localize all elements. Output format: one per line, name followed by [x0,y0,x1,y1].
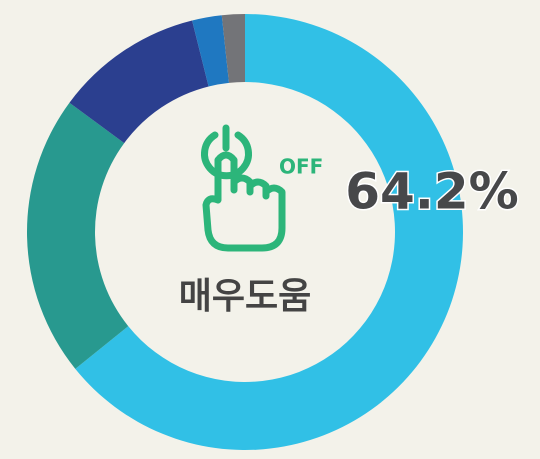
donut-segment [26,102,129,369]
category-label: 매우도움 [179,276,311,317]
donut-segment [69,20,209,144]
icon [201,124,286,252]
value-label: 64.2% [345,163,518,221]
icon-text: OFF [279,155,323,179]
donut-segment [221,14,245,83]
donut-segment [75,14,463,450]
donut-segment [192,15,230,87]
